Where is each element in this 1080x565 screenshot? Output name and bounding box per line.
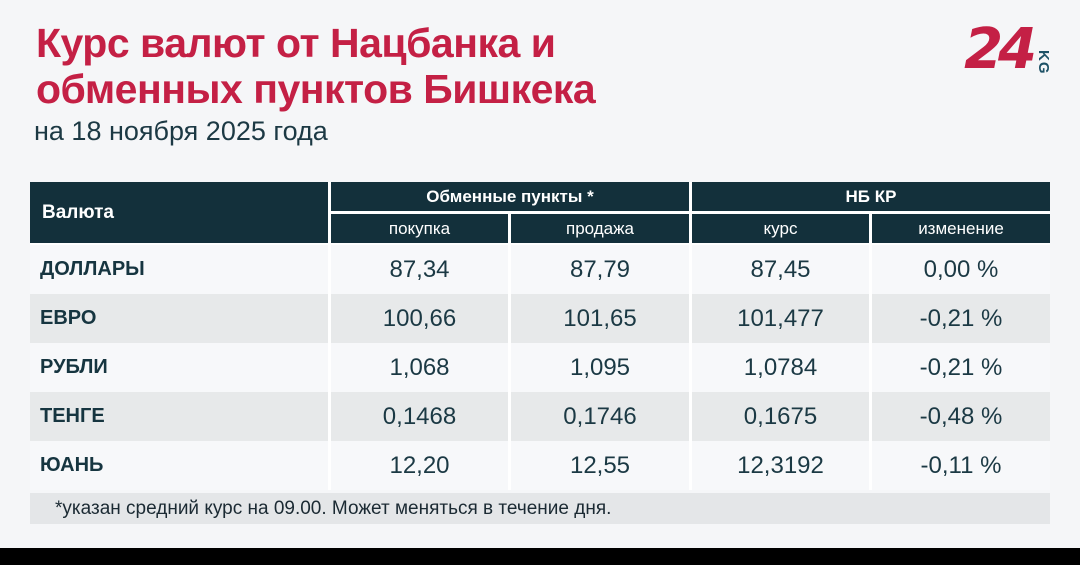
rate-value: 12,3192	[692, 441, 869, 490]
footnote-text: *указан средний курс на 09.00. Может мен…	[55, 497, 612, 519]
header-group-nbkr: НБ КР	[692, 182, 1050, 211]
sell-value: 12,55	[511, 441, 689, 490]
table-row-yuan: ЮАНЬ 12,20 12,55 12,3192 -0,11 %	[30, 441, 1050, 490]
table-row-rubles: РУБЛИ 1,068 1,095 1,0784 -0,21 %	[30, 343, 1050, 392]
change-value: -0,11 %	[872, 441, 1050, 490]
buy-value: 100,66	[331, 294, 508, 343]
table-body: ДОЛЛАРЫ 87,34 87,79 87,45 0,00 % ЕВРО 10…	[30, 245, 1050, 490]
change-value: -0,48 %	[872, 392, 1050, 441]
table-row-tenge: ТЕНГЕ 0,1468 0,1746 0,1675 -0,48 %	[30, 392, 1050, 441]
header-currency: Валюта	[30, 182, 328, 243]
footnote-band: *указан средний курс на 09.00. Может мен…	[30, 493, 1050, 524]
sell-value: 1,095	[511, 343, 689, 392]
currency-name: ЮАНЬ	[30, 441, 328, 490]
rate-value: 87,45	[692, 245, 869, 294]
page-title-line1: Курс валют от Нацбанка и	[36, 20, 556, 66]
bottom-black-bar	[0, 548, 1080, 565]
rate-value: 1,0784	[692, 343, 869, 392]
buy-value: 12,20	[331, 441, 508, 490]
change-value: -0,21 %	[872, 343, 1050, 392]
page-title-line2: обменных пунктов Бишкека	[36, 66, 596, 112]
currency-name: РУБЛИ	[30, 343, 328, 392]
table-header: Валюта Обменные пункты * НБ КР покупка п…	[30, 182, 1050, 243]
currency-name: ДОЛЛАРЫ	[30, 245, 328, 294]
logo-24kg: 24 KG	[964, 22, 1052, 78]
currency-table: Валюта Обменные пункты * НБ КР покупка п…	[30, 182, 1050, 490]
sell-value: 0,1746	[511, 392, 689, 441]
page-title: Курс валют от Нацбанка и обменных пункто…	[36, 20, 596, 112]
header-sub-sell: продажа	[511, 214, 689, 243]
buy-value: 1,068	[331, 343, 508, 392]
header-sub-buy: покупка	[331, 214, 508, 243]
rate-value: 101,477	[692, 294, 869, 343]
logo-kg-label: KG	[1035, 49, 1052, 75]
date-subtitle: на 18 ноября 2025 года	[34, 116, 328, 146]
table-row-dollars: ДОЛЛАРЫ 87,34 87,79 87,45 0,00 %	[30, 245, 1050, 294]
currency-name: ЕВРО	[30, 294, 328, 343]
header-sub-change: изменение	[872, 214, 1050, 243]
table-row-euro: ЕВРО 100,66 101,65 101,477 -0,21 %	[30, 294, 1050, 343]
change-value: 0,00 %	[872, 245, 1050, 294]
header-sub-rate: курс	[692, 214, 869, 243]
sell-value: 87,79	[511, 245, 689, 294]
buy-value: 0,1468	[331, 392, 508, 441]
change-value: -0,21 %	[872, 294, 1050, 343]
logo-24-icon: 24	[964, 17, 1037, 82]
rate-value: 0,1675	[692, 392, 869, 441]
buy-value: 87,34	[331, 245, 508, 294]
sell-value: 101,65	[511, 294, 689, 343]
header-group-exchange-offices: Обменные пункты *	[331, 182, 689, 211]
currency-name: ТЕНГЕ	[30, 392, 328, 441]
